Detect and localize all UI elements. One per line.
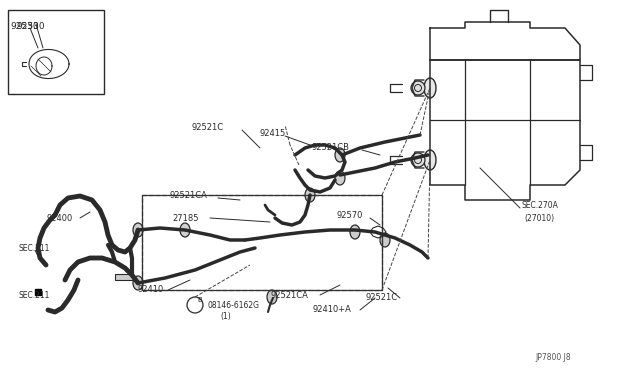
- Bar: [115, 274, 133, 280]
- Ellipse shape: [335, 148, 345, 162]
- Bar: [142, 195, 382, 290]
- Ellipse shape: [350, 225, 360, 239]
- Text: 27185: 27185: [172, 214, 198, 222]
- Bar: [8, 10, 104, 94]
- Text: (1): (1): [220, 311, 231, 321]
- Circle shape: [411, 81, 425, 95]
- Text: 92521CA: 92521CA: [271, 291, 309, 299]
- Text: SEC.211: SEC.211: [18, 244, 49, 253]
- Ellipse shape: [424, 78, 436, 98]
- Text: 92521CA: 92521CA: [170, 190, 208, 199]
- Ellipse shape: [335, 171, 345, 185]
- Ellipse shape: [305, 188, 315, 202]
- Text: 92570: 92570: [337, 211, 364, 219]
- Text: B: B: [198, 297, 202, 303]
- Ellipse shape: [180, 223, 190, 237]
- Ellipse shape: [133, 276, 143, 290]
- Text: 92530: 92530: [16, 22, 45, 31]
- Text: (27010): (27010): [524, 214, 554, 222]
- Text: 92521C: 92521C: [366, 294, 398, 302]
- Ellipse shape: [424, 150, 436, 170]
- Text: 92530: 92530: [10, 22, 38, 31]
- Bar: [142, 195, 382, 290]
- Text: 92521C: 92521C: [192, 122, 224, 131]
- Text: SEC.270A: SEC.270A: [522, 201, 559, 209]
- Text: 92415: 92415: [260, 128, 286, 138]
- Text: 92400: 92400: [46, 214, 72, 222]
- Ellipse shape: [380, 233, 390, 247]
- Text: SEC.211: SEC.211: [18, 292, 49, 301]
- Text: 92521CB: 92521CB: [312, 142, 350, 151]
- Text: 92410: 92410: [138, 285, 164, 295]
- Ellipse shape: [267, 290, 277, 304]
- Ellipse shape: [133, 223, 143, 237]
- Circle shape: [411, 153, 425, 167]
- Text: 08146-6162G: 08146-6162G: [207, 301, 259, 310]
- Text: JP7800 J8: JP7800 J8: [535, 353, 571, 362]
- Text: 92410+A: 92410+A: [313, 305, 352, 314]
